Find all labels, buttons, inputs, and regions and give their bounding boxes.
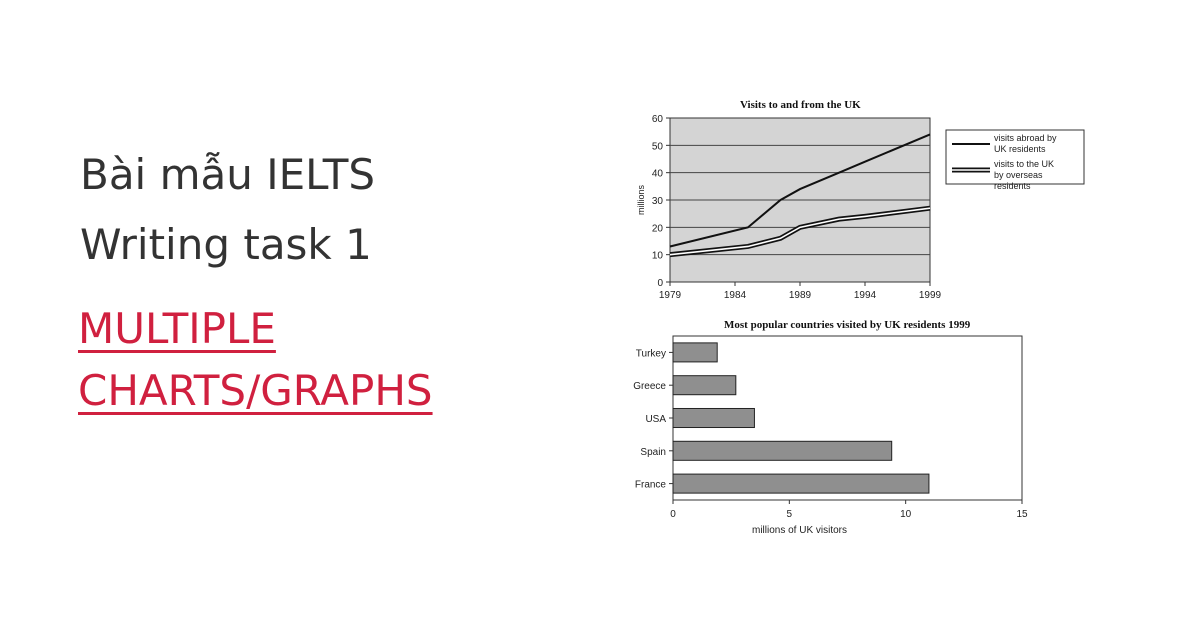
category-label: USA bbox=[645, 414, 666, 425]
category-label: Turkey bbox=[636, 348, 666, 359]
y-axis-label: millions bbox=[636, 185, 646, 216]
y-tick-label: 20 bbox=[652, 223, 664, 234]
bar-turkey bbox=[672, 342, 718, 363]
bar-chart: Turkey Greece USA Spain France 0 5 10 15 millions… bbox=[633, 335, 1028, 536]
category-label: Greece bbox=[633, 381, 666, 392]
bar-france bbox=[672, 473, 930, 494]
x-axis-label: millions of UK visitors bbox=[752, 525, 847, 536]
x-tick-label: 5 bbox=[787, 509, 793, 520]
legend-box bbox=[945, 129, 1085, 185]
line-chart-title: Visits to and from the UK bbox=[740, 99, 861, 111]
bar-usa bbox=[672, 407, 755, 429]
y-tick-label: 50 bbox=[652, 141, 664, 152]
legend-label-overseas: visits to the UK by overseas residents bbox=[994, 159, 1054, 191]
x-tick-label: 1989 bbox=[789, 290, 812, 301]
x-tick-label: 1984 bbox=[724, 290, 747, 301]
x-tick-label: 0 bbox=[670, 509, 676, 520]
series-line-uk-residents bbox=[669, 133, 931, 248]
y-tick-label: 60 bbox=[652, 114, 664, 125]
x-tick-label: 1999 bbox=[919, 290, 942, 301]
heading-line-2: Writing task 1 bbox=[80, 220, 372, 269]
y-tick-label: 0 bbox=[657, 278, 663, 289]
x-tick-label: 1994 bbox=[854, 290, 877, 301]
y-tick-label: 10 bbox=[652, 251, 664, 262]
line-chart: 0 10 20 30 40 50 60 1979 1984 1989 1994 1999 million… bbox=[636, 114, 1085, 301]
subheading-line-1: MULTIPLE bbox=[78, 304, 276, 353]
x-tick-label: 15 bbox=[1016, 509, 1028, 520]
legend-label-uk-residents: visits abroad by UK residents bbox=[994, 133, 1057, 154]
multiple-charts-link[interactable]: MULTIPLE CHARTS/GRAPHS bbox=[78, 298, 433, 422]
bar-greece bbox=[672, 375, 737, 396]
x-tick-label: 1979 bbox=[659, 290, 682, 301]
bar-chart-title: Most popular countries visited by UK res… bbox=[724, 319, 971, 331]
category-label: France bbox=[635, 480, 667, 491]
series-line-overseas-inner bbox=[669, 207, 931, 256]
y-tick-label: 40 bbox=[652, 169, 664, 180]
heading-line-1: Bài mẫu IELTS bbox=[80, 150, 376, 199]
bar-spain bbox=[672, 440, 893, 461]
x-tick-label: 10 bbox=[900, 509, 912, 520]
category-label: Spain bbox=[640, 447, 666, 458]
y-tick-label: 30 bbox=[652, 196, 664, 207]
subheading-line-2: CHARTS/GRAPHS bbox=[78, 366, 433, 415]
page-heading: Bài mẫu IELTS Writing task 1 bbox=[80, 140, 375, 280]
